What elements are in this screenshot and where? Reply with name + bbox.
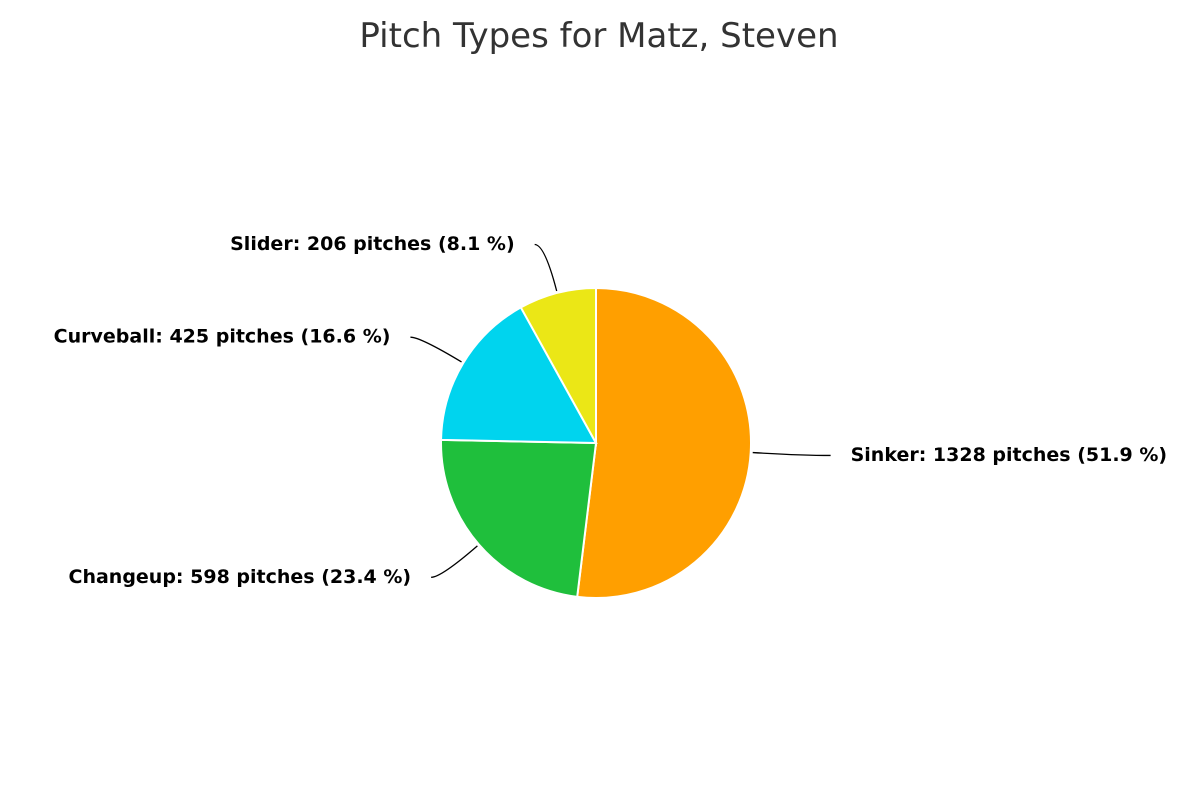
pie-slice xyxy=(519,286,597,447)
connector xyxy=(431,545,478,578)
connector xyxy=(534,243,558,292)
pie-slice xyxy=(440,306,598,445)
data-label: Sinker: 1328 pitches (51.9 %) xyxy=(851,444,1168,466)
connector xyxy=(410,336,462,363)
pie-slice xyxy=(440,438,598,598)
data-label: Slider: 206 pitches (8.1 %) xyxy=(230,233,515,255)
chart-title: Pitch Types for Matz, Steven xyxy=(359,16,838,56)
pie-slice xyxy=(576,286,752,599)
data-label: Changeup: 598 pitches (23.4 %) xyxy=(69,566,412,588)
data-label: Curveball: 425 pitches (16.6 %) xyxy=(54,326,391,348)
connector xyxy=(752,451,831,457)
